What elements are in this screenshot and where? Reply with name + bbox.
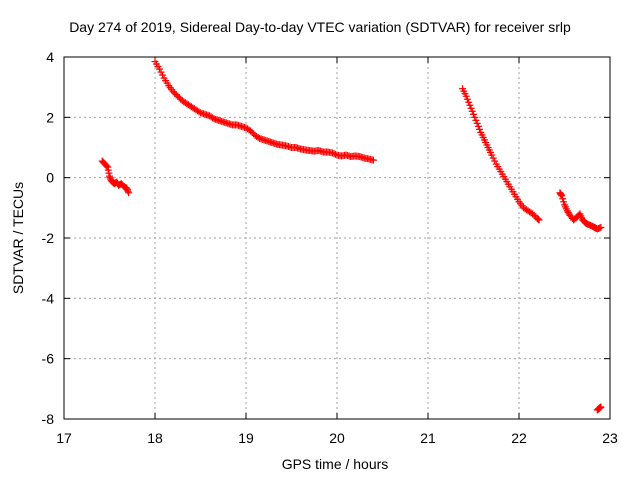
x-tick-label: 17 — [56, 430, 72, 446]
data-point — [171, 89, 179, 97]
tick-labels: 17 18 19 20 21 22 23 -8 -6 -4 -2 0 2 4 — [42, 49, 618, 446]
grid — [64, 57, 610, 419]
data-point — [369, 156, 377, 164]
data-point — [468, 107, 476, 115]
x-tick-label: 23 — [602, 430, 618, 446]
data-point — [105, 169, 113, 177]
data-point — [104, 163, 112, 171]
data-point — [535, 216, 543, 224]
y-tick-label: 2 — [46, 109, 54, 125]
data-point — [557, 191, 565, 199]
y-tick-label: -6 — [42, 351, 55, 367]
x-axis-label: GPS time / hours — [281, 456, 389, 472]
data-point — [156, 65, 164, 73]
data-point — [157, 68, 165, 76]
data-point — [209, 114, 217, 122]
data-point — [172, 91, 180, 99]
data-point — [330, 150, 338, 158]
y-tick-label: -8 — [42, 411, 55, 427]
data-point — [472, 116, 480, 124]
data-point — [195, 108, 203, 116]
data-point — [529, 210, 537, 218]
data-point — [103, 162, 111, 170]
data-point — [175, 94, 183, 102]
data-point — [476, 125, 484, 133]
data-point — [597, 223, 605, 231]
series-arc-3 — [459, 85, 543, 224]
data-point — [491, 157, 499, 165]
x-tick-label: 22 — [511, 430, 527, 446]
x-tick-label: 19 — [238, 430, 254, 446]
y-tick-label: -2 — [42, 230, 55, 246]
data-point — [104, 166, 112, 174]
data-point — [466, 101, 474, 109]
data-point — [559, 195, 567, 203]
data-point — [106, 172, 113, 180]
data-point — [471, 113, 479, 121]
data-point — [125, 189, 133, 197]
data-point — [247, 127, 255, 135]
series-arc-2 — [151, 58, 377, 164]
data-point — [530, 211, 538, 219]
data-point — [169, 88, 177, 96]
data-point — [123, 184, 131, 192]
series-arc-1 — [98, 157, 133, 197]
data-point — [331, 150, 339, 158]
data-point — [248, 128, 256, 136]
y-tick-label: -4 — [42, 290, 55, 306]
data-point — [473, 119, 481, 127]
data-point — [124, 187, 132, 195]
data-point — [174, 92, 182, 100]
data-point — [597, 403, 605, 411]
data-point — [254, 133, 262, 141]
data-points — [98, 58, 605, 414]
data-point — [489, 154, 497, 162]
data-point — [463, 95, 471, 103]
data-point — [159, 71, 167, 79]
data-point — [328, 149, 336, 157]
x-tick-label: 21 — [420, 430, 436, 446]
data-point — [462, 92, 470, 100]
chart-title: Day 274 of 2019, Sidereal Day-to-day VTE… — [69, 19, 571, 35]
series-arc-4 — [556, 189, 605, 233]
y-tick-label: 0 — [46, 170, 54, 186]
series-arc-5 — [593, 403, 605, 414]
data-point — [560, 198, 568, 206]
data-point — [123, 186, 131, 194]
y-tick-label: 4 — [46, 49, 54, 65]
x-tick-label: 20 — [329, 430, 345, 446]
x-tick-label: 18 — [147, 430, 163, 446]
data-point — [470, 110, 477, 118]
plot-frame — [63, 56, 611, 420]
data-point — [106, 174, 114, 182]
data-point — [488, 151, 496, 159]
data-point — [467, 104, 475, 112]
data-point — [474, 122, 482, 130]
data-point — [465, 98, 473, 106]
data-point — [558, 192, 566, 200]
